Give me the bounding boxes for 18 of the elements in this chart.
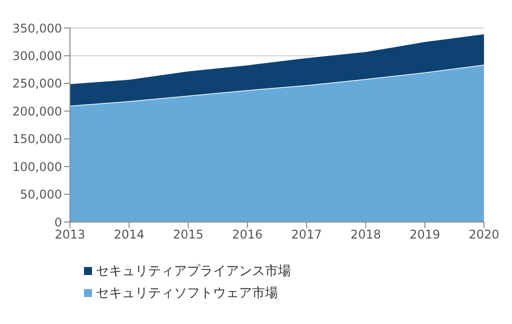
y-tick-label: 350,000	[12, 21, 62, 36]
y-tick-label: 50,000	[20, 188, 62, 202]
y-tick-label: 300,000	[12, 48, 62, 63]
x-tick-label: 2017	[291, 228, 322, 242]
y-tick-label: 200,000	[12, 104, 62, 118]
x-tick-label: 2020	[468, 228, 500, 242]
x-tick-label: 2015	[173, 228, 204, 242]
y-tick-label: 0	[54, 215, 62, 230]
x-tick-label: 2014	[114, 228, 144, 242]
y-tick-label: 250,000	[12, 76, 62, 91]
x-tick-label: 2019	[410, 228, 440, 242]
x-tick-label: 2018	[350, 228, 381, 242]
x-tick-label: 2013	[54, 228, 86, 242]
x-tick-label: 2016	[232, 228, 263, 242]
y-tick-label: 150,000	[12, 132, 62, 146]
legend-label: セキュリティアプライアンス市場	[96, 263, 291, 280]
y-tick-label: 100,000	[12, 160, 62, 174]
legend-label: セキュリティソフトウェア市場	[96, 285, 278, 302]
